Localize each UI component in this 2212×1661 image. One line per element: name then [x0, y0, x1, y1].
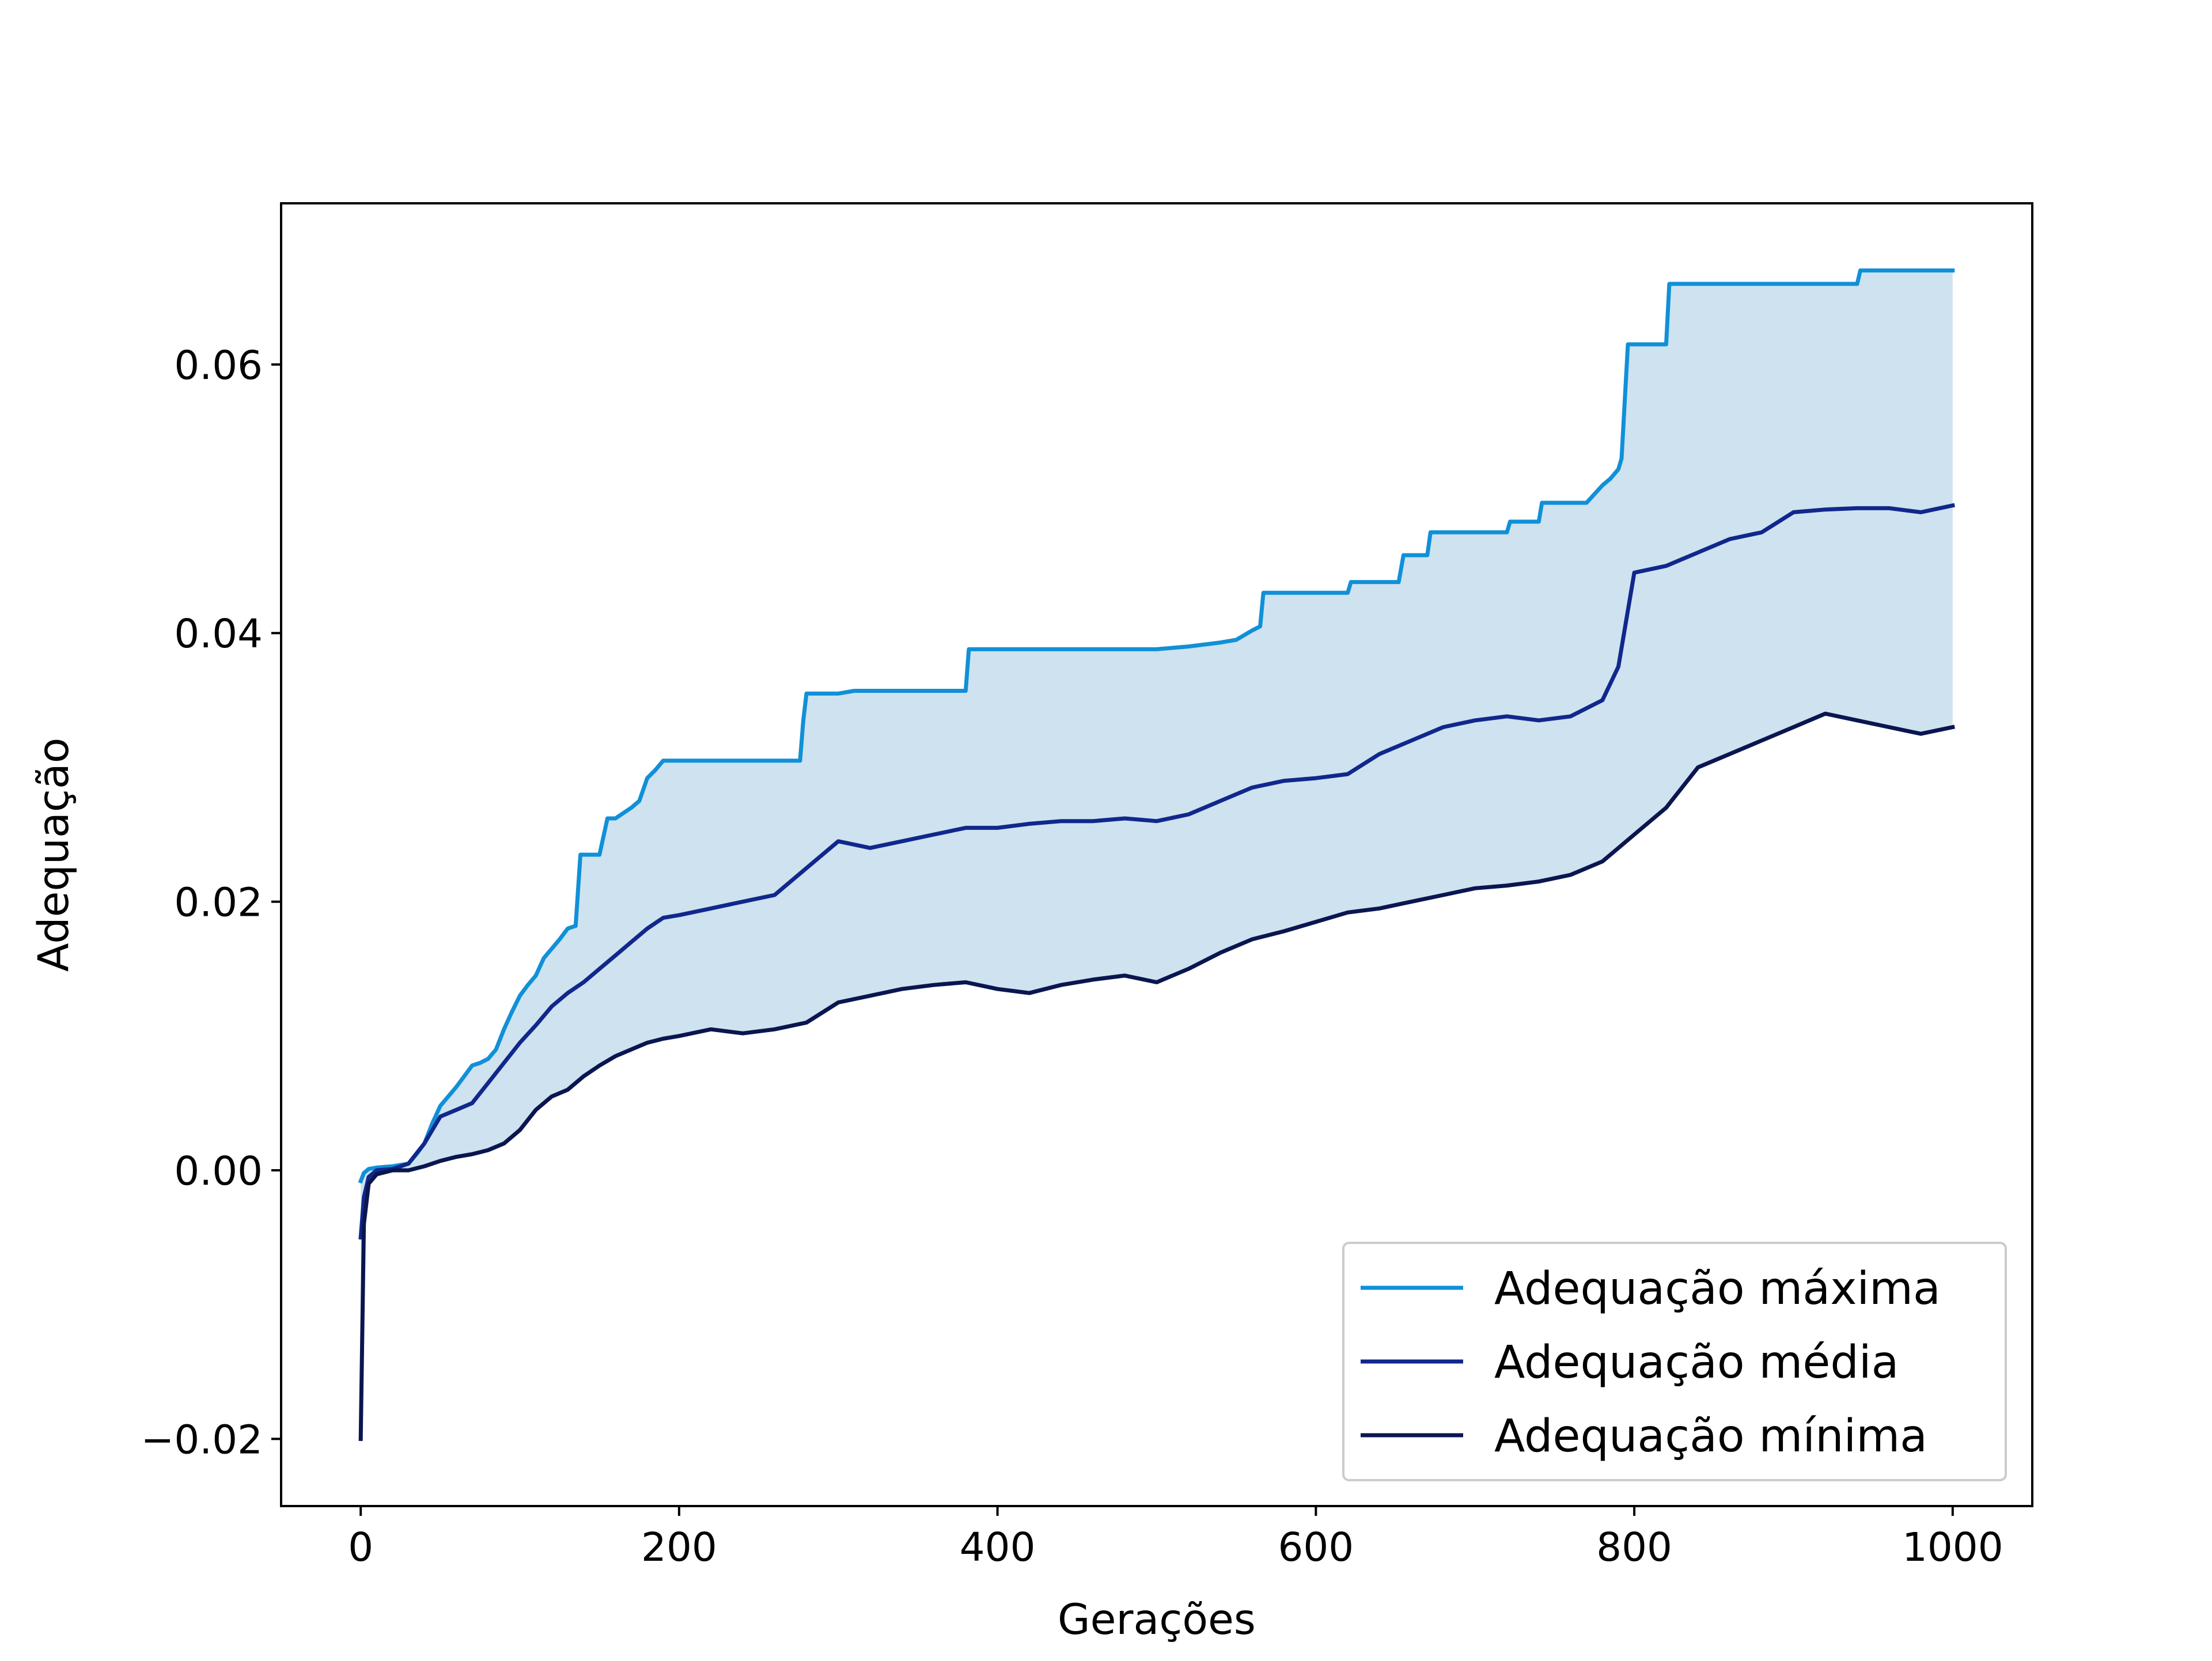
legend: Adequação máxima Adequação média Adequação…	[1342, 1242, 2007, 1481]
series-layer	[358, 268, 1955, 1441]
legend-entries: Adequação máxima Adequação média Adequação…	[1361, 1263, 1941, 1462]
legend-label: Adequação mínima	[1494, 1410, 1927, 1462]
y-tick-label: 0.02	[174, 880, 263, 926]
plot-frame	[280, 202, 2033, 1507]
x-tick-label: 600	[1278, 1525, 1354, 1571]
series-line-0	[358, 268, 1955, 1184]
y-axis-label: Adequação	[29, 738, 78, 972]
legend-label: Adequação média	[1494, 1337, 1899, 1389]
fill-between-area	[361, 270, 1953, 1439]
legend-box	[1342, 1242, 2007, 1481]
fill-between-layer	[361, 270, 1953, 1439]
y-tick-label: 0.00	[174, 1148, 263, 1194]
series-line-2	[358, 711, 1955, 1441]
x-tick-label: 200	[641, 1525, 717, 1571]
x-tick-label: 800	[1596, 1525, 1672, 1571]
legend-entry: Adequação máxima	[1361, 1263, 1941, 1315]
x-axis: 0 200 400 600 800 1000	[348, 1506, 2003, 1571]
y-tick-label: 0.04	[174, 611, 263, 657]
x-tick-label: 0	[348, 1525, 373, 1571]
series-line-1	[358, 503, 1955, 1240]
x-axis-label: Gerações	[1058, 1595, 1256, 1644]
y-tick-label: 0.06	[174, 343, 263, 389]
legend-entry: Adequação média	[1361, 1337, 1899, 1389]
legend-entry: Adequação mínima	[1361, 1410, 1927, 1462]
y-tick-label: −0.02	[141, 1417, 263, 1463]
x-tick-label: 1000	[1902, 1525, 2003, 1571]
y-axis: −0.02 0.00 0.02 0.04 0.06	[141, 343, 281, 1463]
legend-label: Adequação máxima	[1494, 1263, 1941, 1315]
x-tick-label: 400	[960, 1525, 1036, 1571]
